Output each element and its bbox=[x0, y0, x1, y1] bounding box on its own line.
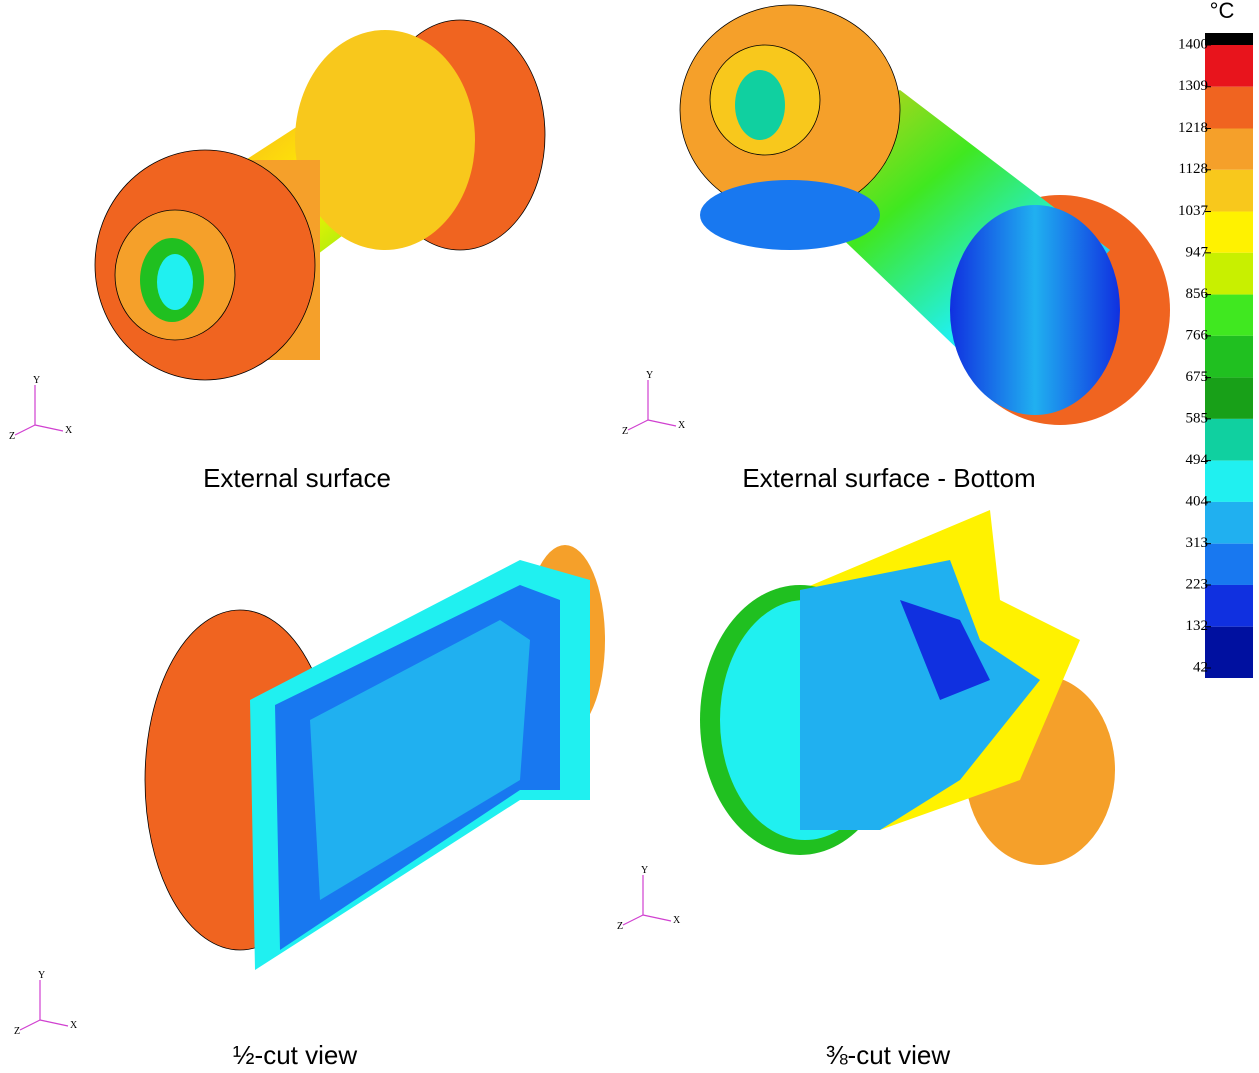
tick-label: 856 bbox=[1186, 286, 1209, 302]
colorbar-band bbox=[1205, 45, 1253, 87]
axis-label: Z bbox=[617, 921, 623, 932]
tick-label: 313 bbox=[1186, 535, 1209, 551]
axis-label: X bbox=[673, 915, 681, 926]
axis-label: Y bbox=[641, 865, 648, 876]
axis-x bbox=[642, 914, 672, 922]
axis-label: X bbox=[678, 420, 686, 431]
colorbar-band bbox=[1205, 584, 1253, 627]
tick-label: 766 bbox=[1186, 327, 1209, 343]
colorbar-band bbox=[1205, 377, 1253, 419]
colorbar-band bbox=[1205, 252, 1253, 295]
axis-z bbox=[622, 914, 644, 926]
axis-label: Z bbox=[9, 431, 15, 442]
axis-label: Y bbox=[38, 970, 45, 981]
colorbar-band bbox=[1205, 211, 1253, 253]
tick-label: 675 bbox=[1186, 369, 1209, 385]
tick-label: 223 bbox=[1186, 576, 1209, 592]
model-view bbox=[679, 4, 1170, 425]
model-view bbox=[94, 19, 546, 381]
colorbar-bottom bbox=[1205, 668, 1253, 678]
tick-label: 1309 bbox=[1178, 78, 1208, 94]
model-view bbox=[144, 545, 605, 970]
tick-label: 1218 bbox=[1178, 120, 1208, 136]
axis-label: Y bbox=[646, 370, 653, 381]
tick-label: 1128 bbox=[1179, 161, 1208, 177]
colorbar-band bbox=[1205, 626, 1253, 668]
colorbar-band bbox=[1205, 418, 1253, 461]
axis-label: Z bbox=[622, 426, 628, 437]
tick-label: 947 bbox=[1186, 244, 1209, 260]
axis-label: X bbox=[65, 425, 73, 436]
colorbar-band bbox=[1205, 543, 1253, 585]
axis-label: X bbox=[70, 1020, 78, 1031]
colorbar-band bbox=[1205, 501, 1253, 544]
colorbar-band bbox=[1205, 169, 1253, 212]
colorbar-band bbox=[1205, 460, 1253, 502]
tick-label: 1400 bbox=[1178, 36, 1208, 52]
colorbar-band bbox=[1205, 335, 1253, 378]
axis-label: Z bbox=[14, 1026, 20, 1037]
colorbar-band bbox=[1205, 86, 1253, 129]
axis-z bbox=[14, 424, 36, 436]
colorbar-band bbox=[1205, 294, 1253, 336]
axis-z bbox=[19, 1019, 41, 1031]
colorbar-unit: °C bbox=[1210, 0, 1235, 23]
caption: ½-cut view bbox=[233, 1040, 357, 1070]
tick-label: 585 bbox=[1186, 410, 1209, 426]
caption: External surface bbox=[203, 463, 391, 493]
colorbar-band bbox=[1205, 128, 1253, 170]
axis-label: Y bbox=[33, 375, 40, 386]
axis-z bbox=[627, 419, 649, 431]
tick-label: 42 bbox=[1193, 659, 1208, 675]
caption: External surface - Bottom bbox=[742, 463, 1035, 493]
axis-x bbox=[34, 424, 64, 432]
tick-label: 132 bbox=[1186, 618, 1209, 634]
caption: ⅜-cut view bbox=[826, 1040, 950, 1070]
tick-label: 1037 bbox=[1178, 203, 1209, 219]
tick-label: 494 bbox=[1186, 452, 1209, 468]
model-view bbox=[700, 510, 1115, 865]
axis-x bbox=[39, 1019, 69, 1027]
tick-label: 404 bbox=[1186, 493, 1209, 509]
colorbar-top bbox=[1205, 33, 1253, 45]
axis-x bbox=[647, 419, 677, 427]
